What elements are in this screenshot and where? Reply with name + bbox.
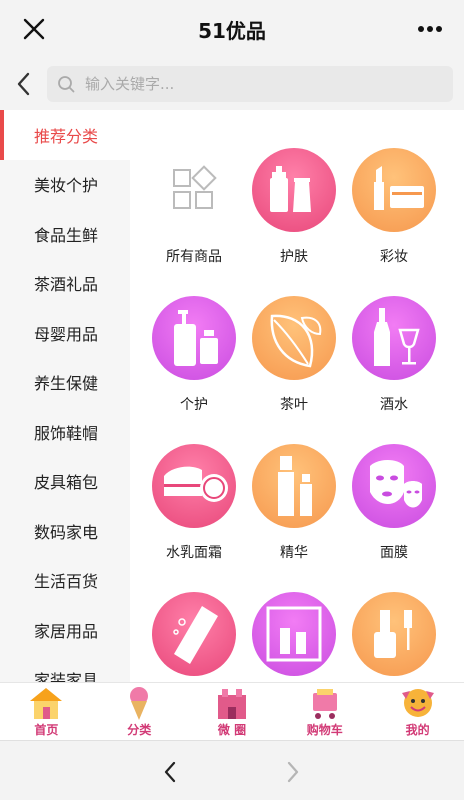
- bottom-tab-bar: 首页 分类 微 圈 购物车: [0, 682, 464, 740]
- search-row: [0, 58, 464, 110]
- house-icon: [30, 688, 63, 719]
- category-label: 彩妆: [380, 249, 408, 265]
- browser-nav-bar: [0, 740, 464, 800]
- category-label: 酒水: [380, 397, 408, 413]
- shopping-cart-icon: [312, 689, 337, 719]
- category-personal-care[interactable]: 个护: [144, 296, 244, 414]
- tea-leaf-icon: [252, 296, 336, 380]
- search-icon: [58, 76, 75, 93]
- category-all-products[interactable]: 所有商品: [144, 148, 244, 266]
- sidebar-item-baby[interactable]: 母婴用品: [34, 324, 99, 344]
- serum-bottles-icon: [252, 444, 336, 528]
- tab-label: 购物车: [306, 723, 343, 737]
- search-input[interactable]: [85, 75, 415, 93]
- castle-icon: [217, 689, 246, 719]
- title-bar: 51优品: [0, 0, 464, 58]
- category-skincare[interactable]: 护肤: [244, 148, 344, 266]
- category-grid: 所有商品 护肤 彩妆: [130, 110, 464, 682]
- category-essence[interactable]: 精华: [244, 444, 344, 562]
- tab-label: 我的: [405, 723, 430, 737]
- tab-category[interactable]: 分类: [93, 683, 186, 740]
- close-icon[interactable]: [22, 17, 46, 41]
- skincare-bottles-icon: [252, 148, 336, 232]
- category-label: 茶叶: [280, 397, 308, 413]
- search-box[interactable]: [47, 66, 453, 102]
- sidebar-item-food[interactable]: 食品生鲜: [34, 225, 99, 245]
- tube-icon: [152, 592, 236, 676]
- browser-forward-icon[interactable]: [285, 761, 301, 783]
- tab-home[interactable]: 首页: [0, 683, 93, 740]
- sidebar-item-beauty[interactable]: 美妆个护: [34, 176, 99, 196]
- category-label: 护肤: [280, 249, 308, 265]
- sidebar-item-health[interactable]: 养生保健: [34, 374, 99, 394]
- tab-cart[interactable]: 购物车: [278, 683, 371, 740]
- sidebar-item-electronics[interactable]: 数码家电: [34, 522, 99, 542]
- sidebar-item-recommended[interactable]: 推荐分类: [0, 110, 130, 160]
- tab-label: 分类: [127, 723, 152, 737]
- category-sidebar: 推荐分类 美妆个护 食品生鲜 茶酒礼品 母婴用品 养生保健 服饰鞋帽 皮具箱包 …: [0, 110, 130, 682]
- category-item-10[interactable]: [144, 592, 244, 682]
- category-tea[interactable]: 茶叶: [244, 296, 344, 414]
- sidebar-item-bags[interactable]: 皮具箱包: [34, 473, 99, 493]
- tab-label: 微 圈: [217, 723, 247, 737]
- grid-icon: [152, 148, 236, 232]
- cream-jar-icon: [152, 444, 236, 528]
- category-lotion-cream[interactable]: 水乳面霜: [144, 444, 244, 562]
- sidebar-item-apparel[interactable]: 服饰鞋帽: [34, 423, 99, 443]
- category-label: 面膜: [380, 545, 408, 561]
- avatar-icon: [401, 689, 434, 717]
- face-mask-icon: [352, 444, 436, 528]
- sidebar-item-home[interactable]: 家居用品: [34, 621, 99, 641]
- tab-circle[interactable]: 微 圈: [186, 683, 279, 740]
- nail-polish-icon: [352, 592, 436, 676]
- tab-label: 首页: [34, 723, 59, 737]
- back-icon[interactable]: [14, 71, 34, 97]
- category-label: 个护: [180, 397, 208, 413]
- category-item-12[interactable]: [344, 592, 444, 682]
- gift-box-bottles-icon: [252, 592, 336, 676]
- category-label: 精华: [280, 545, 308, 561]
- category-wine[interactable]: 酒水: [344, 296, 444, 414]
- browser-back-icon[interactable]: [162, 761, 178, 783]
- category-facial-mask[interactable]: 面膜: [344, 444, 444, 562]
- lotion-pump-icon: [152, 296, 236, 380]
- sidebar-item-daily-goods[interactable]: 生活百货: [34, 572, 99, 592]
- category-makeup[interactable]: 彩妆: [344, 148, 444, 266]
- more-icon[interactable]: [418, 26, 442, 34]
- wine-bottle-glass-icon: [352, 296, 436, 380]
- category-label: 所有商品: [166, 249, 222, 265]
- sidebar-item-furniture[interactable]: 家装家具: [34, 671, 99, 682]
- tab-mine[interactable]: 我的: [371, 683, 464, 740]
- makeup-icon: [352, 148, 436, 232]
- category-item-11[interactable]: [244, 592, 344, 682]
- page-title: 51优品: [198, 18, 266, 43]
- ice-cream-icon: [130, 687, 149, 720]
- sidebar-item-tea-wine-gifts[interactable]: 茶酒礼品: [34, 275, 99, 295]
- category-label: 水乳面霜: [166, 545, 222, 561]
